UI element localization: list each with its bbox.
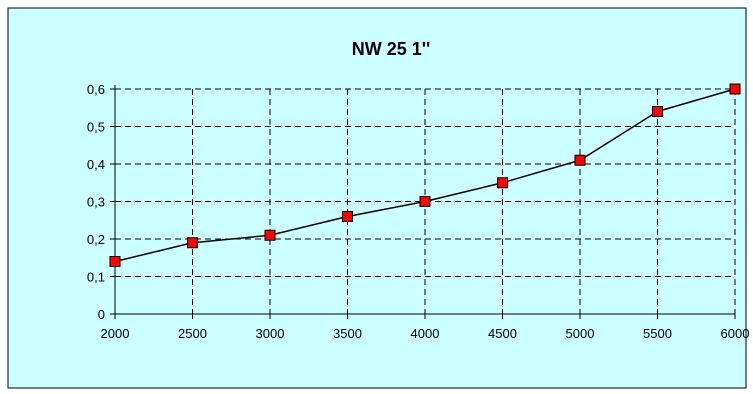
data-point-marker [264, 229, 276, 241]
data-point-marker [187, 237, 198, 249]
data-point-marker [109, 256, 121, 267]
x-tick-label: 5500 [643, 326, 672, 341]
axes [110, 85, 736, 319]
chart-background [7, 7, 747, 389]
x-tick-label: 6000 [721, 326, 750, 341]
x-tick-label: 3500 [333, 326, 362, 341]
y-tick-label: 0,1 [87, 270, 105, 285]
data-point-marker [342, 211, 353, 222]
data-point-marker [497, 177, 508, 189]
x-tick-label: 2500 [178, 326, 207, 341]
data-point-marker [574, 154, 586, 166]
y-tick-label: 0,6 [87, 82, 105, 97]
y-tick-label: 0,5 [87, 120, 105, 135]
data-point-marker [652, 106, 663, 117]
data-point-marker [419, 196, 431, 207]
y-tick-labels: 0 0,1 0,2 0,3 0,4 0,5 0,6 [87, 82, 105, 322]
y-tick-label: 0,3 [87, 195, 105, 210]
y-tick-label: 0,4 [87, 157, 105, 172]
x-tick-labels: 2000 2500 3000 3500 4000 4500 5000 5500 6000 [101, 326, 750, 341]
data-point-marker [729, 83, 741, 95]
x-tick-label: 3000 [256, 326, 285, 341]
x-tick-label: 5000 [566, 326, 595, 341]
y-tick-label: 0,2 [87, 232, 105, 247]
x-tick-label: 2000 [101, 326, 130, 341]
series-layer [109, 83, 741, 267]
x-tick-label: 4500 [488, 326, 517, 341]
y-tick-label: 0 [98, 307, 105, 322]
x-tick-label: 4000 [411, 326, 440, 341]
chart-title: NW 25 1'' [352, 39, 431, 59]
